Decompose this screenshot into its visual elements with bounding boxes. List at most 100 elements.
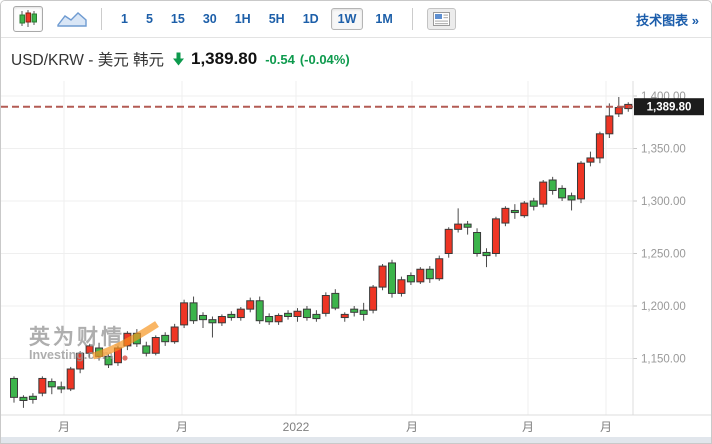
candle [340,312,349,322]
line-chart-icon [57,12,87,27]
news-panel-button[interactable] [426,8,456,30]
candle [510,204,519,219]
interval-buttons: 1 5 15 30 1H 5H 1D 1W 1M [112,8,402,30]
candle [406,272,415,285]
candle [19,395,28,408]
interval-30[interactable]: 30 [202,12,217,26]
candle [10,376,18,403]
candle [435,255,444,281]
candle [586,151,595,167]
x-axis-label: 月 [176,420,188,434]
candle [567,192,576,211]
interval-5H[interactable]: 5H [268,12,285,26]
x-axis-label: 月 [600,420,612,434]
quote-header: USD/KRW - 美元 韩元 1,389.80 -0.54 (-0.04%) [1,38,711,80]
last-price: 1,389.80 [191,49,258,68]
candle [28,393,37,404]
interval-1H[interactable]: 1H [234,12,251,26]
candle [312,310,321,322]
candle [189,296,198,324]
x-axis-label: 2022 [283,420,310,434]
candle [473,228,482,257]
candle [151,335,160,356]
candle [331,289,340,311]
price-change: -0.54 [265,51,295,67]
candle [161,332,170,346]
candle [57,381,66,394]
toolbar: 1 5 15 30 1H 5H 1D 1W 1M 技术图表 » [1,1,711,38]
interval-15[interactable]: 15 [170,12,185,26]
interval-1[interactable]: 1 [121,12,128,26]
down-arrow-icon [172,52,185,66]
candle [142,341,151,357]
candle [123,331,132,351]
candle [397,276,406,297]
candle [255,296,264,324]
candlesticks [10,97,633,408]
candle [501,206,510,227]
candle [85,343,94,359]
candle [274,313,283,325]
x-axis-label: 月 [406,420,418,434]
price-change-percent: (-0.04%) [299,51,350,67]
interval-1D[interactable]: 1D [302,12,319,26]
candle [520,201,529,218]
candlestick-plot: 1,400.001,350.001,300.001,250.001,200.00… [1,81,711,434]
technical-chart-link[interactable]: 技术图表 » [636,12,699,28]
candle [369,285,378,314]
candle [321,292,330,317]
candle [359,302,368,321]
candle [199,312,207,329]
candle [227,311,236,321]
news-panel-icon [432,12,450,26]
candle [539,180,548,208]
candle [482,248,491,268]
y-axis-label: 1,250.00 [641,249,686,261]
candle [246,297,255,313]
candlestick-icon [19,10,37,27]
interval-1W[interactable]: 1W [330,8,364,30]
candle [284,310,293,320]
price-chart[interactable]: 1,400.00 1,350.00 1,300.00 1,250.00 1,200.00… [1,81,711,443]
interval-5[interactable]: 5 [145,12,153,26]
candle [605,103,614,138]
candle [378,264,387,291]
price-badge-label: 1,389.80 [647,102,692,114]
candle [208,316,217,338]
candle [265,313,274,325]
x-axis-label: 月 [58,420,70,434]
candle [444,227,453,258]
candle [577,161,585,204]
candle [293,308,302,322]
candle [66,366,75,392]
candle [416,267,425,284]
candle [463,220,472,235]
candle [217,314,226,326]
candle [104,354,113,368]
candle [95,342,104,361]
candle [491,216,500,257]
interval-1M[interactable]: 1M [375,12,393,26]
price-badge [634,98,704,116]
y-axis-label: 1,150.00 [641,354,686,366]
candle [180,299,189,329]
candle [76,351,85,374]
candle [236,307,245,321]
bottom-strip [1,437,711,443]
candle [454,208,463,233]
candlestick-chart-button[interactable] [13,6,43,32]
candle [388,259,396,298]
toolbar-separator [411,8,413,30]
line-chart-button[interactable] [57,10,87,28]
x-axis-label: 月 [522,420,534,434]
candle [350,306,359,317]
candle [47,378,56,395]
candle [38,376,47,397]
y-axis-label: 1,200.00 [641,301,686,313]
y-axis-label: 1,300.00 [641,196,686,208]
instrument-title: USD/KRW - 美元 韩元 [11,52,164,69]
toolbar-separator [101,8,102,30]
candle [302,306,311,321]
candle [595,131,604,164]
